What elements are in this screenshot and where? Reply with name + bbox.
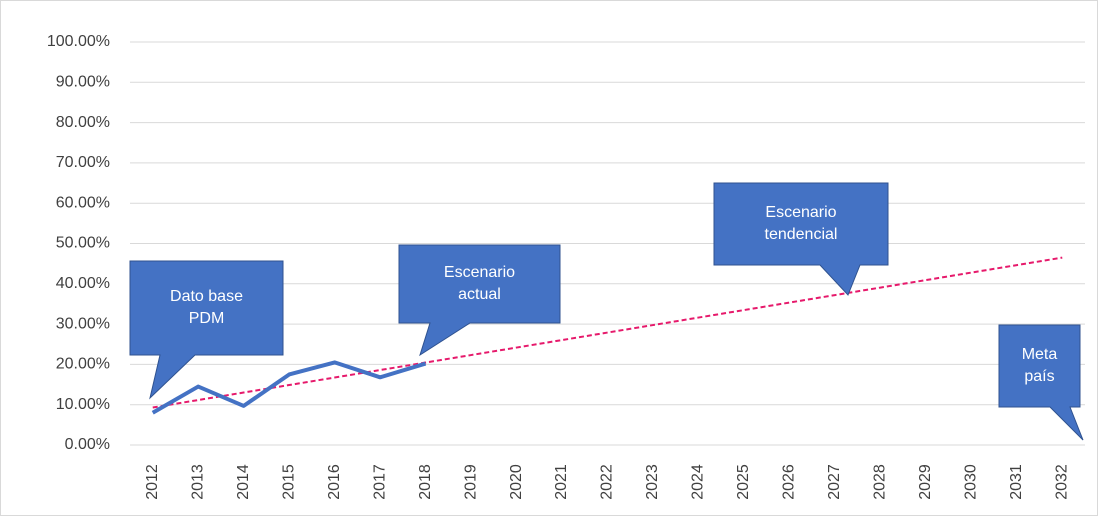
y-tick-label: 60.00% xyxy=(56,194,110,211)
x-tick-label: 2025 xyxy=(735,464,752,500)
x-tick-label: 2032 xyxy=(1053,464,1070,500)
x-tick-label: 2016 xyxy=(326,464,343,500)
y-tick-label: 100.00% xyxy=(47,33,110,50)
y-tick-label: 30.00% xyxy=(56,315,110,332)
x-tick-label: 2029 xyxy=(917,464,934,500)
x-tick-label: 2021 xyxy=(553,464,570,500)
x-tick-label: 2030 xyxy=(963,464,980,500)
callout-text: PDM xyxy=(189,310,225,327)
callout xyxy=(129,260,284,400)
y-tick-label: 0.00% xyxy=(65,436,110,453)
y-tick-label: 20.00% xyxy=(56,356,110,373)
y-tick-label: 40.00% xyxy=(56,275,110,292)
callout-text: Escenario xyxy=(765,204,836,221)
y-tick-label: 70.00% xyxy=(56,154,110,171)
callout-text: tendencial xyxy=(765,226,838,243)
callout-text: Meta xyxy=(1022,346,1058,363)
callout-text: Escenario xyxy=(444,264,515,281)
callout-text: actual xyxy=(458,286,501,303)
x-tick-label: 2017 xyxy=(371,464,388,500)
x-tick-label: 2022 xyxy=(599,464,616,500)
y-tick-label: 50.00% xyxy=(56,235,110,252)
x-tick-label: 2019 xyxy=(462,464,479,500)
x-tick-label: 2014 xyxy=(235,464,252,500)
x-tick-label: 2012 xyxy=(144,464,161,500)
callout xyxy=(398,244,561,357)
x-tick-label: 2027 xyxy=(826,464,843,500)
x-tick-label: 2028 xyxy=(872,464,889,500)
x-tick-label: 2031 xyxy=(1008,464,1025,500)
y-tick-label: 10.00% xyxy=(56,396,110,413)
x-tick-label: 2015 xyxy=(280,464,297,500)
callout xyxy=(713,182,889,296)
y-tick-label: 80.00% xyxy=(56,114,110,131)
trendline xyxy=(152,256,1063,409)
callout-text: Dato base xyxy=(170,288,243,305)
x-tick-label: 2018 xyxy=(417,464,434,500)
callout xyxy=(998,324,1084,441)
y-tick-label: 90.00% xyxy=(56,74,110,91)
x-tick-label: 2023 xyxy=(644,464,661,500)
data-line xyxy=(151,360,427,415)
x-tick-label: 2013 xyxy=(189,464,206,500)
callout-text: país xyxy=(1024,368,1054,385)
x-tick-label: 2026 xyxy=(781,464,798,500)
x-tick-label: 2020 xyxy=(508,464,525,500)
x-tick-label: 2024 xyxy=(690,464,707,500)
